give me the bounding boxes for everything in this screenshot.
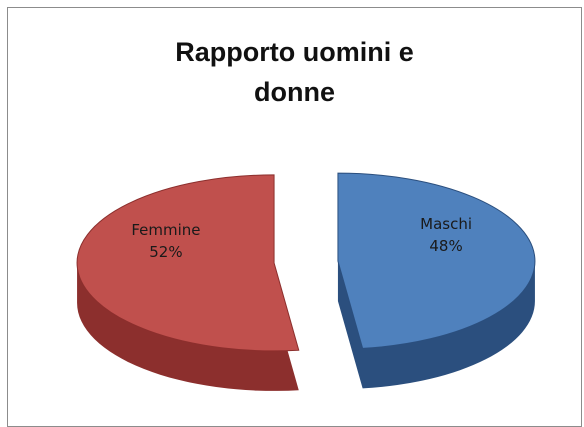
chart-area: Rapporto uomini e donne Maschi 48% Femmi… xyxy=(7,7,582,427)
slice-femmine-percent: 52% xyxy=(149,243,182,261)
chart-title: Rapporto uomini e donne xyxy=(8,32,581,112)
slice-femmine-name: Femmine xyxy=(131,221,200,239)
slice-maschi-top xyxy=(337,172,536,349)
slice-femmine-side xyxy=(77,262,299,391)
slice-maschi-side xyxy=(337,261,535,389)
chart-title-line-2: donne xyxy=(254,77,335,107)
slice-femmine-top xyxy=(76,174,300,352)
chart-title-line-1: Rapporto uomini e xyxy=(175,37,414,67)
slice-femmine: Femmine 52% xyxy=(76,174,300,391)
slice-maschi: Maschi 48% xyxy=(337,172,536,389)
slice-maschi-name: Maschi xyxy=(420,215,472,233)
slice-maschi-percent: 48% xyxy=(429,237,462,255)
pie-plot: Maschi 48% Femmine 52% xyxy=(76,172,536,391)
